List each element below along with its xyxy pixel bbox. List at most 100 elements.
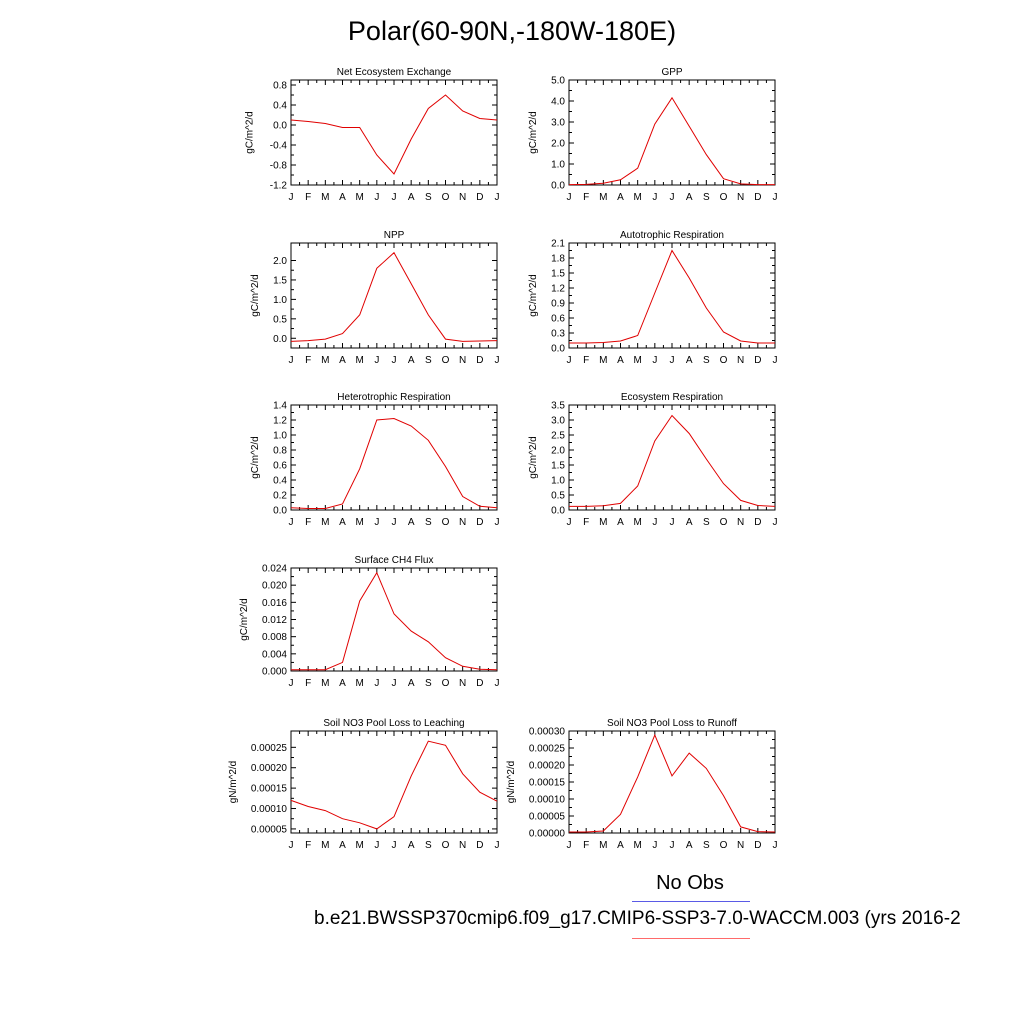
plot-frame <box>568 730 776 834</box>
legend-case-line <box>632 938 750 939</box>
y-tick-label: 3.0 <box>551 416 565 427</box>
x-tick-label: S <box>425 840 432 851</box>
plot-frame <box>568 242 776 349</box>
plot-title: Soil NO3 Pool Loss to Runoff <box>607 718 737 729</box>
x-tick-label: J <box>495 678 500 689</box>
y-tick-label: 0.6 <box>273 461 287 472</box>
x-tick-label: J <box>495 517 500 528</box>
y-tick-label: 0.4 <box>273 476 287 487</box>
y-tick-label: 0.004 <box>262 649 287 660</box>
plot-title: Soil NO3 Pool Loss to Leaching <box>323 718 464 729</box>
plot-frame <box>290 242 498 349</box>
page-title: Polar(60-90N,-180W-180E) <box>347 16 677 46</box>
y-tick-label: 1.5 <box>551 461 565 472</box>
x-tick-label: J <box>374 192 379 203</box>
x-tick-label: J <box>652 517 657 528</box>
y-tick-label: -0.8 <box>270 161 288 172</box>
y-tick-label: 1.8 <box>551 254 565 265</box>
y-tick-label: 0.00005 <box>529 812 566 823</box>
plot-title: Surface CH4 Flux <box>355 555 434 566</box>
x-tick-label: O <box>442 192 450 203</box>
x-tick-label: A <box>339 678 346 689</box>
plot-frame <box>290 404 498 511</box>
x-tick-label: J <box>773 517 778 528</box>
y-tick-label: 2.0 <box>551 139 565 150</box>
x-tick-label: S <box>425 192 432 203</box>
plot-title: GPP <box>661 67 682 78</box>
plot-frame <box>568 404 776 511</box>
plot-title: Heterotrophic Respiration <box>337 392 450 403</box>
y-tick-label: 0.00010 <box>529 795 566 806</box>
y-tick-label: 2.5 <box>551 431 565 442</box>
x-tick-label: S <box>703 840 710 851</box>
y-tick-label: 0.3 <box>551 329 565 340</box>
x-tick-label: M <box>599 355 607 366</box>
plot-frame <box>290 567 498 672</box>
x-tick-label: N <box>737 192 744 203</box>
y-tick-label: 1.0 <box>273 295 287 306</box>
y-tick-label: 1.0 <box>551 476 565 487</box>
y-tick-label: 3.5 <box>551 401 565 412</box>
x-tick-label: D <box>754 192 761 203</box>
y-tick-label: 0.4 <box>273 101 287 112</box>
x-tick-label: A <box>617 192 624 203</box>
x-tick-label: J <box>495 355 500 366</box>
series-line <box>290 740 498 830</box>
y-tick-label: 3.0 <box>551 118 565 129</box>
x-tick-label: J <box>670 355 675 366</box>
y-axis-label: gN/m^2/d <box>228 761 239 804</box>
plot-title: NPP <box>384 230 405 241</box>
y-tick-label: 0.00025 <box>251 743 288 754</box>
x-tick-label: J <box>567 355 572 366</box>
series-line <box>290 251 498 342</box>
y-tick-label: 1.2 <box>551 284 565 295</box>
x-tick-label: S <box>425 517 432 528</box>
y-tick-label: 0.00005 <box>251 824 288 835</box>
plot-title: Net Ecosystem Exchange <box>337 67 452 78</box>
x-tick-label: F <box>583 517 589 528</box>
x-tick-label: M <box>355 678 363 689</box>
x-tick-label: J <box>392 355 397 366</box>
x-tick-label: M <box>355 840 363 851</box>
y-tick-label: 4.0 <box>551 97 565 108</box>
x-tick-label: F <box>305 192 311 203</box>
y-tick-label: 0.008 <box>262 632 287 643</box>
series-line <box>569 414 776 507</box>
x-tick-label: J <box>567 517 572 528</box>
y-tick-label: 0.0 <box>551 344 565 355</box>
x-tick-label: S <box>425 678 432 689</box>
y-tick-label: 0.00020 <box>251 763 288 774</box>
x-tick-label: A <box>686 517 693 528</box>
x-tick-label: J <box>567 840 572 851</box>
y-tick-label: 0.5 <box>551 491 565 502</box>
x-tick-label: D <box>754 517 761 528</box>
x-tick-label: S <box>425 355 432 366</box>
y-tick-label: 0.00030 <box>529 727 566 738</box>
plot-frame <box>290 79 498 186</box>
x-tick-label: O <box>442 678 450 689</box>
x-tick-label: J <box>392 840 397 851</box>
x-tick-label: D <box>476 192 483 203</box>
y-tick-label: 0.2 <box>273 491 287 502</box>
y-axis-label: gC/m^2/d <box>245 111 256 154</box>
series-line <box>568 96 775 186</box>
x-tick-label: F <box>305 517 311 528</box>
x-tick-label: J <box>289 517 294 528</box>
y-tick-label: 1.0 <box>551 160 565 171</box>
x-tick-label: J <box>670 840 675 851</box>
x-tick-label: J <box>392 192 397 203</box>
y-tick-label: 1.0 <box>273 431 287 442</box>
x-tick-label: M <box>599 840 607 851</box>
y-tick-label: 1.4 <box>273 401 287 412</box>
x-tick-label: F <box>583 840 589 851</box>
x-tick-label: A <box>339 517 346 528</box>
x-tick-label: M <box>321 192 329 203</box>
x-tick-label: A <box>686 355 693 366</box>
y-axis-label: gN/m^2/d <box>506 761 517 804</box>
x-tick-label: A <box>339 840 346 851</box>
x-tick-label: M <box>321 840 329 851</box>
x-tick-label: J <box>670 192 675 203</box>
y-axis-label: gC/m^2/d <box>528 436 539 479</box>
